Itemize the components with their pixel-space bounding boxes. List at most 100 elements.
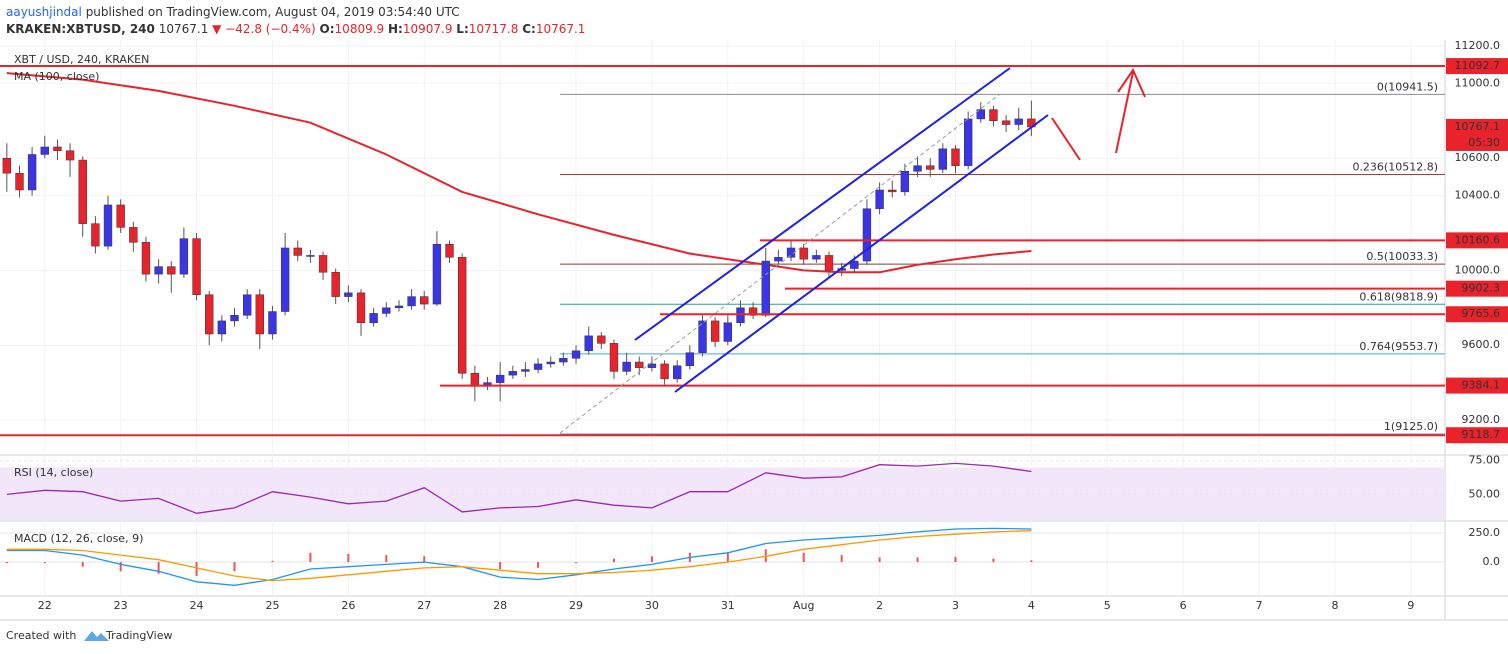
level-tag xyxy=(1446,232,1508,249)
level-tag xyxy=(1446,427,1508,444)
candle-body xyxy=(230,315,239,322)
candle-body xyxy=(470,373,480,387)
candle-body xyxy=(571,350,581,359)
candle-body xyxy=(913,165,922,172)
x-tick-label: 6 xyxy=(1180,599,1187,612)
candle-body xyxy=(78,159,87,224)
y-tick-label: 75.00 xyxy=(1469,454,1501,467)
candle-body xyxy=(458,257,467,374)
y-tick-label: 10000.0 xyxy=(1455,263,1501,276)
x-tick-label: 25 xyxy=(265,599,279,612)
ohlc-label: H: xyxy=(388,22,403,36)
panel-title: MACD (12, 26, close, 9) xyxy=(14,532,143,545)
ma-label: MA (100, close) xyxy=(14,70,99,83)
title: XBT / USD, 240, KRAKEN xyxy=(14,53,149,66)
candle-body xyxy=(698,320,707,353)
y-tick-label: 10600.0 xyxy=(1455,151,1501,164)
fib-label: 0(10941.5) xyxy=(1377,80,1438,93)
candle-body xyxy=(875,189,884,209)
candle-body xyxy=(432,243,442,305)
candle-body xyxy=(521,369,530,372)
footer: Created with TradingView xyxy=(6,629,172,642)
x-tick-label: 7 xyxy=(1256,599,1263,612)
fib-label: 0.618(9818.9) xyxy=(1359,290,1438,303)
level-label: 10160.6 xyxy=(1455,233,1501,246)
candle-body xyxy=(888,189,897,193)
candle-body xyxy=(280,247,290,312)
logo xyxy=(84,631,109,641)
footer-brand[interactable]: TradingView xyxy=(105,629,172,642)
candle-body xyxy=(167,266,176,275)
candle-body xyxy=(748,307,758,316)
y-tick-label: 11000.0 xyxy=(1455,76,1501,89)
candle-body xyxy=(584,335,593,352)
candle-body xyxy=(938,148,947,170)
candle-body xyxy=(660,363,669,380)
published: published on TradingView.com, August 04,… xyxy=(86,5,460,19)
x-tick-label: 29 xyxy=(569,599,583,612)
candle-body xyxy=(27,154,37,191)
candle-body xyxy=(306,255,315,257)
candle-body xyxy=(103,204,113,247)
series-line xyxy=(6,462,1032,514)
x-tick-label: 28 xyxy=(493,599,507,612)
candle-body xyxy=(850,260,859,269)
candle-body xyxy=(951,148,960,166)
candle-body xyxy=(141,242,151,275)
candle-body xyxy=(129,227,138,243)
ohlc-label: C: xyxy=(522,22,536,36)
series-line xyxy=(6,527,1032,586)
candle-body xyxy=(559,358,568,363)
x-tick-label: 22 xyxy=(38,599,52,612)
candle-body xyxy=(255,294,264,335)
author[interactable]: aayushjindal xyxy=(6,5,82,19)
series-line xyxy=(6,530,1032,582)
candle-body xyxy=(1014,118,1023,125)
level-tag xyxy=(1446,280,1508,297)
candle-body xyxy=(445,243,454,258)
candle-body xyxy=(609,343,619,372)
change: ▼ −42.8 (−0.4%) xyxy=(212,22,316,36)
x-tick-label: 24 xyxy=(190,599,204,612)
fib-label: 0.5(10033.3) xyxy=(1366,250,1438,263)
candle-body xyxy=(116,204,125,228)
ohlc-label: O: xyxy=(320,22,335,36)
last-price-tag xyxy=(1446,118,1508,151)
x-tick-label: Aug xyxy=(793,599,814,612)
x-tick-label: 2 xyxy=(876,599,883,612)
y-tick-label: 11200.0 xyxy=(1455,39,1501,52)
candle-body xyxy=(673,365,682,380)
x-tick-label: 3 xyxy=(952,599,959,612)
candle-body xyxy=(15,172,24,191)
x-tick-label: 26 xyxy=(341,599,355,612)
symbol-line: KRAKEN:XBTUSD, 240 10767.1 ▼ −42.8 (−0.4… xyxy=(6,22,585,36)
candle-body xyxy=(495,374,505,383)
last-price: 10767.1 xyxy=(1455,120,1501,133)
ohlc-value: 10717.8 xyxy=(469,22,519,36)
rsi-band xyxy=(0,467,1445,520)
level-label: 9118.7 xyxy=(1462,428,1501,441)
candle-body xyxy=(369,313,378,324)
level-label: 9765.6 xyxy=(1462,307,1501,320)
candle-body xyxy=(597,335,606,344)
level-label: 9902.3 xyxy=(1462,282,1501,295)
channel-upper xyxy=(634,67,1011,341)
fib-label: 0.764(9553.7) xyxy=(1359,340,1438,353)
candle-body xyxy=(243,294,252,316)
candle-body xyxy=(786,247,796,258)
candle-body xyxy=(192,238,201,295)
countdown: 05:30 xyxy=(1468,136,1500,149)
candle-body xyxy=(926,165,935,170)
candle-body xyxy=(154,266,163,275)
x-tick-label: 27 xyxy=(417,599,431,612)
price: 10767.1 xyxy=(159,22,209,36)
x-tick-label: 31 xyxy=(721,599,735,612)
candle-body xyxy=(989,109,998,122)
candle-body xyxy=(91,223,100,247)
candle-body xyxy=(394,305,404,309)
candle-body xyxy=(963,118,973,166)
candle-body xyxy=(40,146,49,155)
candle-body xyxy=(356,292,366,324)
